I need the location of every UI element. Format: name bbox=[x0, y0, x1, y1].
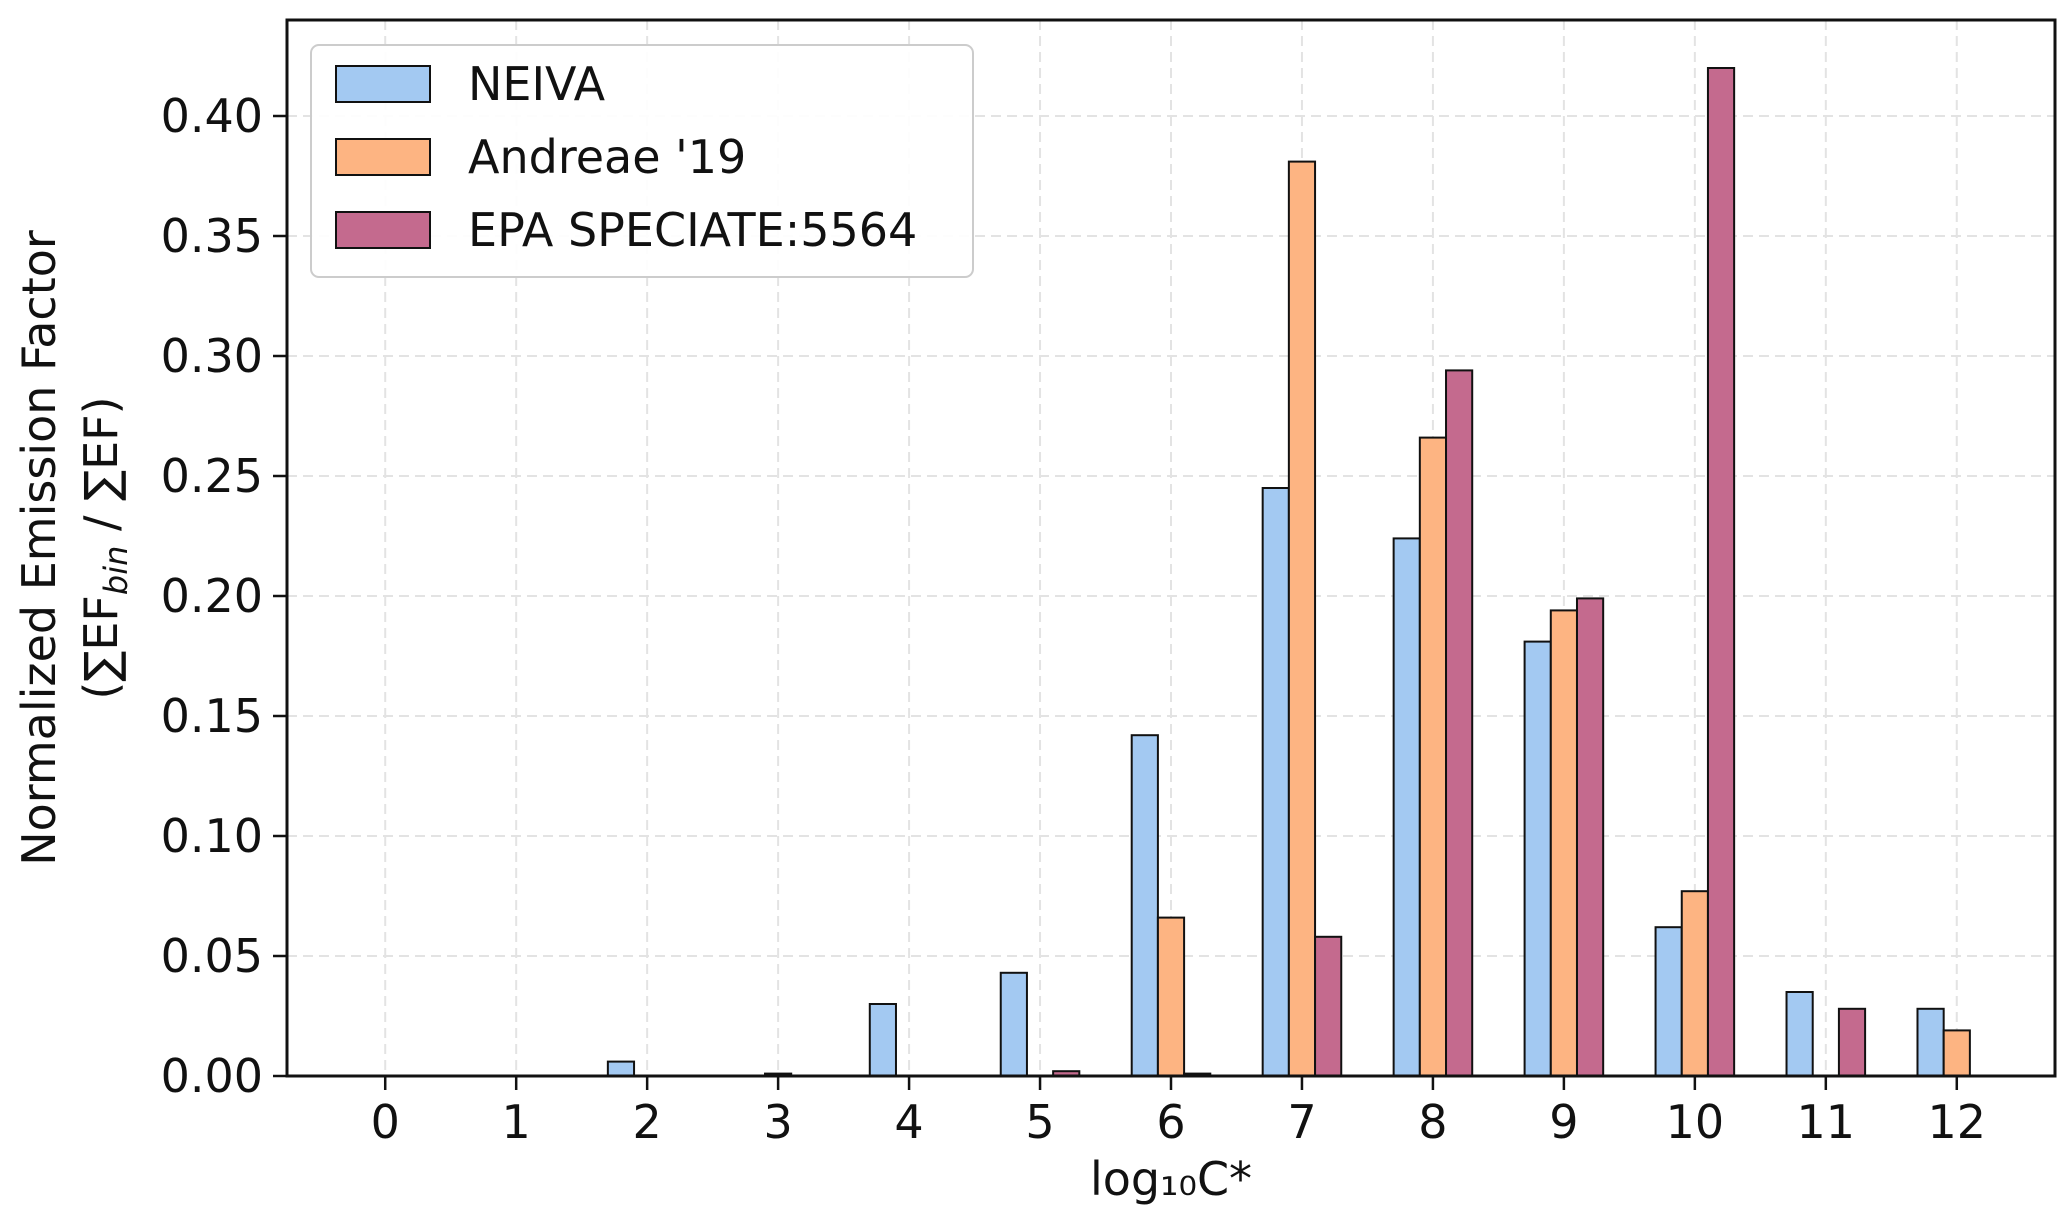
x-tick-label: 11 bbox=[1797, 1095, 1856, 1149]
legend-label-epa: EPA SPECIATE:5564 bbox=[468, 203, 917, 257]
x-tick-label: 3 bbox=[763, 1095, 792, 1149]
bar-neiva-7 bbox=[1261, 487, 1290, 1077]
bar-andreae-19-9 bbox=[1549, 609, 1578, 1078]
x-tick-label: 5 bbox=[1025, 1095, 1054, 1149]
y-axis-ticks: 0.00 0.05 0.10 0.15 0.20 0.25 0.30 0.35 0.40 bbox=[161, 89, 287, 1103]
x-axis-ticks: 0 1 2 3 4 5 6 7 8 9 10 11 12 bbox=[371, 1076, 1986, 1149]
bar-epa-speciate-5564-9 bbox=[1575, 597, 1605, 1078]
legend-swatch-neiva bbox=[335, 65, 431, 103]
bars bbox=[606, 67, 1971, 1078]
x-tick-label: 12 bbox=[1928, 1095, 1987, 1149]
y-tick-label: 0.00 bbox=[161, 1049, 263, 1103]
bar-epa-speciate-5564-10 bbox=[1706, 67, 1736, 1077]
bar-andreae-19-12 bbox=[1942, 1029, 1971, 1078]
y-axis-label-line1: Normalized Emission Factor bbox=[12, 230, 66, 866]
y-axis-label: Normalized Emission Factor (∑EFbin / ∑EF… bbox=[12, 230, 135, 866]
y-tick-label: 0.05 bbox=[161, 929, 263, 983]
x-tick-label: 10 bbox=[1666, 1095, 1725, 1149]
x-tick-label: 8 bbox=[1418, 1095, 1447, 1149]
x-tick-label: 7 bbox=[1287, 1095, 1316, 1149]
y-tick-label: 0.10 bbox=[161, 809, 263, 863]
bar-epa-speciate-5564-8 bbox=[1445, 369, 1474, 1077]
y-axis-label-line2: (∑EFbin / ∑EF) bbox=[74, 396, 135, 699]
x-tick-label: 1 bbox=[502, 1095, 531, 1149]
x-tick-label: 9 bbox=[1549, 1095, 1578, 1149]
x-tick-label: 4 bbox=[894, 1095, 923, 1149]
bar-neiva-6 bbox=[1130, 734, 1159, 1077]
bar-epa-speciate-5564-11 bbox=[1837, 1007, 1867, 1077]
y-tick-label: 0.40 bbox=[161, 89, 263, 143]
x-tick-label: 2 bbox=[633, 1095, 662, 1149]
bar-neiva-11 bbox=[1785, 991, 1814, 1077]
bar-neiva-8 bbox=[1392, 537, 1421, 1077]
bar-andreae-19-10 bbox=[1680, 890, 1709, 1078]
bar-neiva-10 bbox=[1654, 926, 1683, 1078]
bar-neiva-9 bbox=[1523, 640, 1552, 1077]
legend: NEIVA Andreae '19 EPA SPECIATE:5564 bbox=[310, 44, 974, 278]
y-tick-label: 0.25 bbox=[161, 449, 263, 503]
y-tick-label: 0.30 bbox=[161, 329, 263, 383]
y-tick-label: 0.15 bbox=[161, 689, 263, 743]
bar-andreae-19-8 bbox=[1418, 436, 1448, 1078]
y-tick-label: 0.20 bbox=[161, 569, 263, 623]
bar-andreae-19-7 bbox=[1287, 160, 1317, 1078]
legend-box bbox=[310, 44, 974, 278]
bar-neiva-12 bbox=[1916, 1007, 1945, 1077]
y-tick-label: 0.35 bbox=[161, 209, 263, 263]
bar-neiva-2 bbox=[606, 1060, 636, 1077]
legend-swatch-epa bbox=[335, 211, 431, 249]
bar-neiva-5 bbox=[999, 971, 1028, 1077]
x-tick-label: 0 bbox=[371, 1095, 400, 1149]
legend-label-neiva: NEIVA bbox=[468, 57, 606, 111]
bar-neiva-4 bbox=[868, 1003, 897, 1077]
bar-epa-speciate-5564-7 bbox=[1314, 935, 1343, 1077]
legend-label-andreae: Andreae '19 bbox=[468, 130, 746, 184]
legend-swatch-andreae bbox=[335, 138, 431, 176]
x-axis-label-text: log₁₀C* bbox=[1090, 1152, 1252, 1206]
x-axis-label: log₁₀C* bbox=[1090, 1152, 1252, 1206]
bar-andreae-19-6 bbox=[1156, 916, 1186, 1077]
x-tick-label: 6 bbox=[1156, 1095, 1185, 1149]
